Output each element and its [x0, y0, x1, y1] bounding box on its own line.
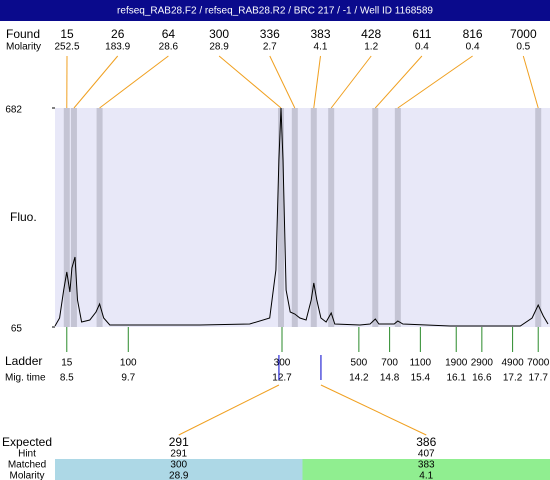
y-tick-label: 65 [11, 324, 23, 335]
matched-size: 383 [418, 460, 435, 471]
ladder-time: 14.8 [380, 373, 400, 384]
found-molarity: 2.7 [263, 42, 277, 53]
peak-band [535, 108, 542, 327]
peak-connector [269, 55, 296, 109]
found-molarity: 252.5 [54, 42, 79, 53]
match-cell [55, 459, 303, 480]
expected-label: Expected [2, 435, 52, 449]
ladder-size: 1900 [445, 358, 468, 369]
y-tick-label: 682 [5, 105, 22, 116]
trace [54, 107, 549, 327]
found-molarity: 28.9 [209, 42, 229, 53]
peak-band [291, 108, 298, 327]
ladder-time: 14.2 [349, 373, 369, 384]
peak-band [277, 108, 284, 327]
match-cell [302, 459, 550, 480]
ladder-size: 4900 [501, 358, 524, 369]
ladder-size: 1100 [410, 358, 432, 369]
ladder-time: 8.5 [60, 373, 74, 384]
peak-connector [522, 55, 539, 109]
found-molarity: 0.4 [466, 42, 480, 53]
found-molarity: 0.4 [415, 42, 429, 53]
found-size: 64 [162, 27, 176, 41]
peak-connector [73, 55, 119, 109]
peak-connector [330, 55, 372, 109]
expected-connector [320, 384, 427, 436]
plot-area [55, 108, 550, 327]
ladder-time: 9.7 [121, 373, 135, 384]
found-size: 611 [412, 27, 431, 41]
ladder-size: 700 [381, 358, 398, 369]
peak-band [310, 108, 317, 327]
peak-connector [99, 55, 169, 109]
title: refseq_RAB28.F2 / refseq_RAB28.R2 / BRC … [117, 6, 433, 17]
matched-molarity: 4.1 [419, 471, 433, 480]
found-molarity: 28.6 [159, 42, 179, 53]
peak-connector [313, 55, 321, 109]
peak-connector [397, 55, 473, 109]
ladder-size: 7000 [527, 358, 550, 369]
peak-band [328, 108, 335, 327]
found-molarity-label: Molarity [6, 42, 41, 53]
matched-label: Matched [8, 460, 46, 471]
ladder-size: 500 [351, 358, 368, 369]
ladder-time: 12.7 [272, 373, 292, 384]
peak-connector [218, 55, 282, 109]
expected-size: 291 [169, 435, 189, 449]
expected-connector [178, 384, 280, 436]
found-label: Found [6, 27, 40, 41]
ladder-size: 300 [274, 358, 291, 369]
found-molarity: 1.2 [364, 42, 378, 53]
found-size: 15 [60, 27, 74, 41]
found-molarity: 183.9 [105, 42, 130, 53]
found-size: 26 [111, 27, 125, 41]
mig-time-label: Mig. time [5, 373, 46, 384]
matched-molarity: 28.9 [169, 471, 189, 480]
found-size: 336 [260, 27, 280, 41]
found-size: 7000 [510, 27, 537, 41]
found-molarity: 4.1 [314, 42, 328, 53]
found-size: 300 [209, 27, 229, 41]
ladder-time: 17.2 [503, 373, 523, 384]
molarity-label: Molarity [9, 471, 44, 480]
peak-connector [374, 55, 423, 109]
matched-size: 300 [170, 460, 187, 471]
found-size: 428 [361, 27, 381, 41]
ladder-time: 17.7 [528, 373, 548, 384]
ladder-size: 2900 [471, 358, 494, 369]
ladder-size: 100 [120, 358, 137, 369]
hint-size: 291 [170, 449, 187, 460]
ladder-time: 15.4 [411, 373, 431, 384]
found-size: 816 [463, 27, 483, 41]
ladder-time: 16.6 [472, 373, 492, 384]
hint-label: Hint [18, 449, 36, 460]
found-size: 383 [310, 27, 330, 41]
hint-size: 407 [418, 449, 435, 460]
title-bar [0, 0, 550, 21]
found-molarity: 0.5 [516, 42, 530, 53]
y-axis-label: Fluo. [10, 210, 37, 224]
ladder-size: 15 [61, 358, 73, 369]
peak-band [70, 108, 77, 327]
peak-band [63, 108, 70, 327]
ladder-time: 16.1 [446, 373, 466, 384]
peak-band [372, 108, 379, 327]
peak-band [394, 108, 401, 327]
ladder-label: Ladder [5, 354, 42, 368]
peak-band [96, 108, 103, 327]
expected-size: 386 [416, 435, 436, 449]
